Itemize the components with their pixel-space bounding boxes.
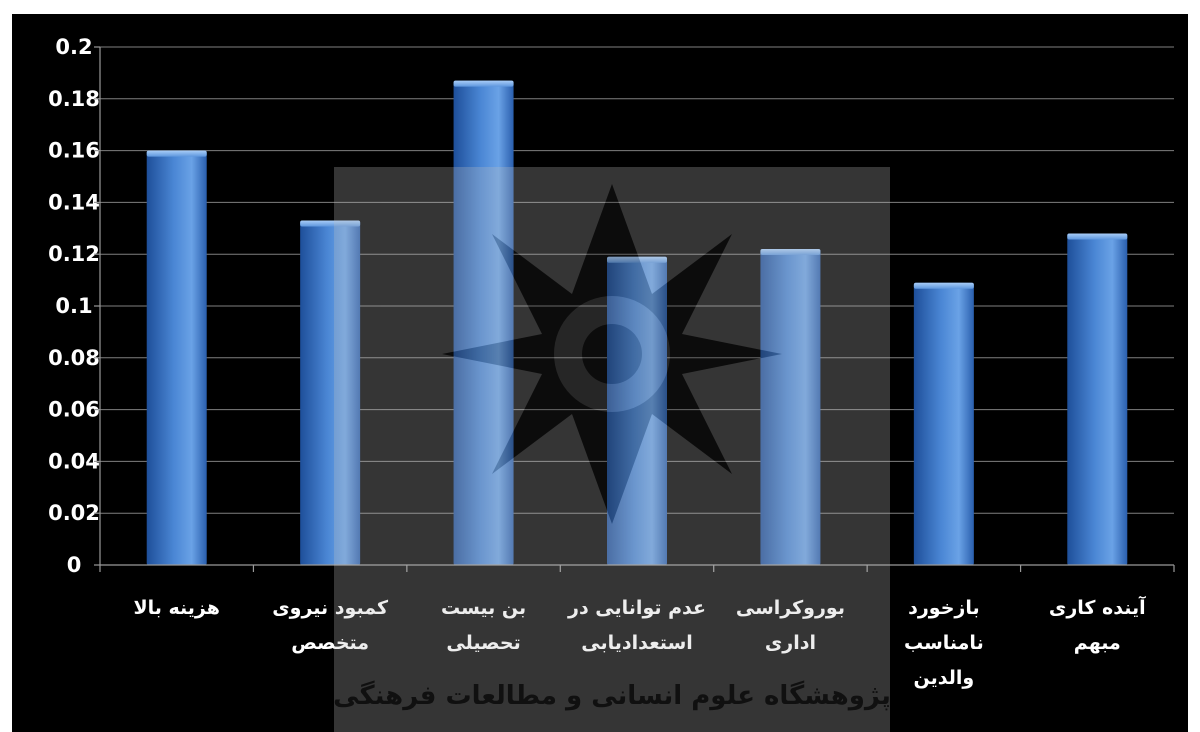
bar-body — [300, 220, 361, 565]
y-axis-ticks: 0 0.02 0.04 0.06 0.08 0.1 0.12 0.14 0.16 0.18 0.2 — [48, 35, 100, 577]
watermark: پژوهشگاه علوم انسانی و مطالعات فرهنگی — [333, 167, 891, 732]
y-tick-label: 0.02 — [48, 501, 100, 525]
bar-chart: 00.020.040.060.080.10.120.140.160.180.2 … — [48, 35, 1175, 732]
bar — [300, 220, 361, 565]
x-tick-label: هزینه بالا — [133, 597, 219, 619]
bar — [453, 80, 514, 566]
x-tick-label: بن بیست — [441, 597, 526, 619]
x-tick-label: استعدادیابی — [581, 632, 693, 654]
x-tick-label: تحصیلی — [446, 632, 520, 654]
x-tick-label: بازخورد — [908, 597, 980, 619]
bar-body — [453, 80, 514, 566]
y-tick-label: 0.08 — [48, 346, 100, 370]
x-tick-label: بوروکراسی — [736, 597, 845, 619]
bar-body — [146, 150, 207, 565]
axes — [94, 46, 1175, 572]
y-tick-label: 0.06 — [48, 398, 100, 422]
bars — [146, 80, 1128, 566]
x-tick-label: مبهم — [1074, 632, 1121, 654]
x-tick-label: آینده کاری — [1049, 595, 1146, 619]
bar — [760, 249, 821, 565]
bar-body — [1067, 233, 1128, 566]
x-tick-label: کمبود نیروی — [272, 597, 389, 619]
bar-body — [760, 249, 821, 565]
watermark-panel — [334, 167, 890, 732]
bar — [607, 256, 667, 565]
x-tick-label: والدین — [914, 667, 975, 689]
y-tick-label: 0.12 — [48, 242, 100, 266]
y-tick-label: 0.04 — [48, 449, 100, 473]
bar — [1067, 233, 1128, 566]
x-tick-label: عدم توانایی در — [567, 597, 706, 619]
x-tick-label: متخصص — [291, 632, 369, 654]
bar-cap — [146, 150, 207, 157]
bar-cap — [913, 282, 974, 289]
y-tick-label: 0 — [67, 553, 82, 577]
x-axis-labels: هزینه بالا کمبود نیروی متخصص بن بیست تحصیلی ع… — [133, 595, 1146, 689]
bar-body — [607, 256, 667, 565]
bar — [146, 150, 207, 565]
bar-cap — [1067, 233, 1128, 240]
y-tick-label: 0.14 — [48, 190, 100, 214]
bar-body — [913, 282, 974, 565]
x-tick-label: اداری — [765, 632, 816, 654]
y-tick-label: 0.16 — [48, 139, 100, 163]
bar-cap — [760, 249, 821, 256]
y-tick-label: 0.2 — [55, 35, 92, 59]
bar-cap — [300, 220, 361, 227]
bar-cap — [607, 256, 667, 263]
star-rosette-logo-icon — [442, 184, 782, 524]
y-tick-label: 0.18 — [48, 87, 100, 111]
watermark-text: پژوهشگاه علوم انسانی و مطالعات فرهنگی — [333, 680, 891, 711]
bar-cap — [453, 80, 514, 87]
y-tick-label: 0.1 — [55, 294, 92, 318]
x-tick-label: نامناسب — [904, 632, 984, 654]
bar — [913, 282, 974, 565]
chart-area: 0 0.02 0.04 0.06 0.08 0.1 0.12 0.14 0.16 0.18 0.2 … — [12, 14, 1188, 732]
